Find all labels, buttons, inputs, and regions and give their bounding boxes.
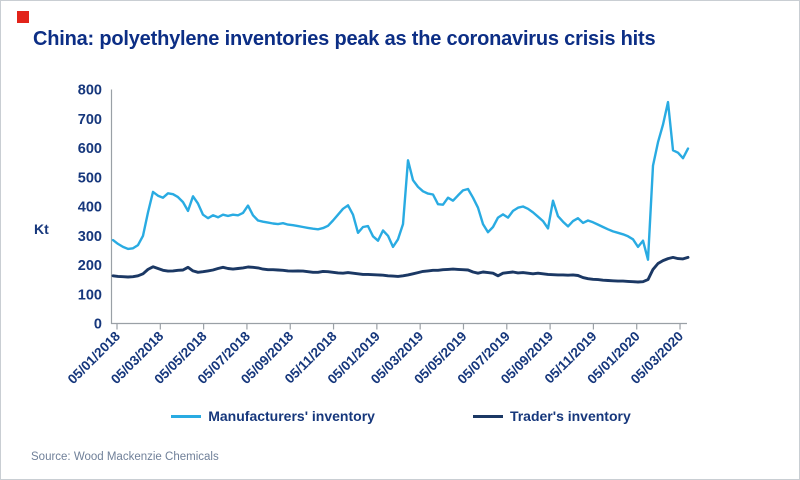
y-tick-label: 300 [78, 229, 102, 245]
y-tick-label: 700 [78, 112, 102, 128]
chart-legend: Manufacturers' inventory Trader's invent… [1, 408, 799, 424]
y-tick-label: 200 [78, 258, 102, 274]
y-tick-label: 800 [78, 83, 102, 99]
manufacturers-series-line [111, 100, 690, 261]
legend-label-traders: Trader's inventory [509, 408, 631, 424]
chart-title: China: polyethylene inventories peak as … [33, 28, 656, 50]
y-tick-label: 0 [94, 317, 102, 333]
y-tick-label: 400 [78, 200, 102, 216]
traders-line-swatch [472, 414, 503, 418]
y-tick-label: 600 [78, 141, 102, 157]
legend-item-traders: Trader's inventory [472, 408, 631, 424]
y-axis-unit-label: Kt [34, 221, 49, 237]
y-tick-label: 500 [78, 170, 102, 186]
legend-label-manufacturers: Manufacturers' inventory [208, 408, 375, 424]
y-tick-label: 100 [78, 287, 102, 303]
source-note: Source: Wood Mackenzie Chemicals [31, 451, 219, 463]
traders-series-line [111, 255, 690, 284]
legend-item-manufacturers: Manufacturers' inventory [171, 408, 375, 424]
manufacturers-line-swatch [171, 414, 202, 418]
brand-red-square [17, 11, 29, 23]
